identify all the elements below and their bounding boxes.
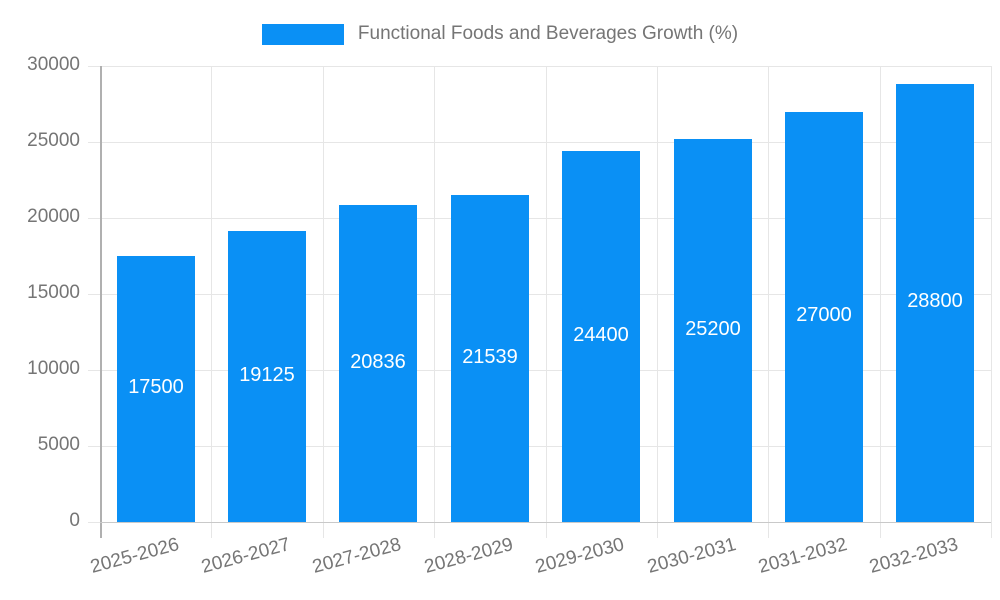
- legend[interactable]: Functional Foods and Beverages Growth (%…: [0, 14, 1000, 54]
- gridline-x: [991, 66, 992, 538]
- gridline-y: [88, 66, 991, 67]
- gridline-x: [211, 66, 212, 538]
- bar-value-label: 24400: [573, 324, 629, 346]
- bar-value-label: 25200: [685, 318, 741, 340]
- gridline-y: [88, 446, 991, 447]
- y-tick-label: 20000: [27, 206, 80, 227]
- y-tick-label: 0: [69, 510, 80, 531]
- gridline-y: [88, 218, 991, 219]
- bar[interactable]: [339, 205, 417, 522]
- bar[interactable]: [451, 195, 529, 522]
- bar[interactable]: [228, 231, 306, 522]
- y-tick-label: 15000: [27, 282, 80, 303]
- legend-swatch: [261, 23, 344, 45]
- gridline-y: [88, 142, 991, 143]
- bar-value-label: 20836: [350, 351, 406, 373]
- bar-value-label: 21539: [462, 346, 518, 368]
- bar-value-label: 17500: [128, 376, 184, 398]
- gridline-x: [323, 66, 324, 538]
- bar[interactable]: [562, 151, 640, 522]
- bar-value-label: 27000: [796, 304, 852, 326]
- y-tick-label: 5000: [37, 434, 80, 455]
- gridline-x: [880, 66, 881, 538]
- gridline-y: [88, 370, 991, 371]
- gridline-x: [768, 66, 769, 538]
- bar[interactable]: [785, 112, 863, 522]
- y-tick-label: 25000: [27, 130, 80, 151]
- bar[interactable]: [117, 256, 195, 522]
- bar[interactable]: [674, 139, 752, 522]
- bar-value-label: 19125: [239, 364, 295, 386]
- y-tick-label: 10000: [27, 358, 80, 379]
- y-axis-line: [100, 66, 102, 538]
- legend-label: Functional Foods and Beverages Growth (%…: [357, 23, 739, 44]
- bar[interactable]: [896, 84, 974, 522]
- gridline-x: [434, 66, 435, 538]
- gridline-x: [657, 66, 658, 538]
- y-tick-label: 30000: [27, 54, 80, 75]
- bar-value-label: 28800: [907, 290, 963, 312]
- gridline-y: [88, 294, 991, 295]
- x-axis-line: [100, 522, 991, 523]
- gridline-x: [546, 66, 547, 538]
